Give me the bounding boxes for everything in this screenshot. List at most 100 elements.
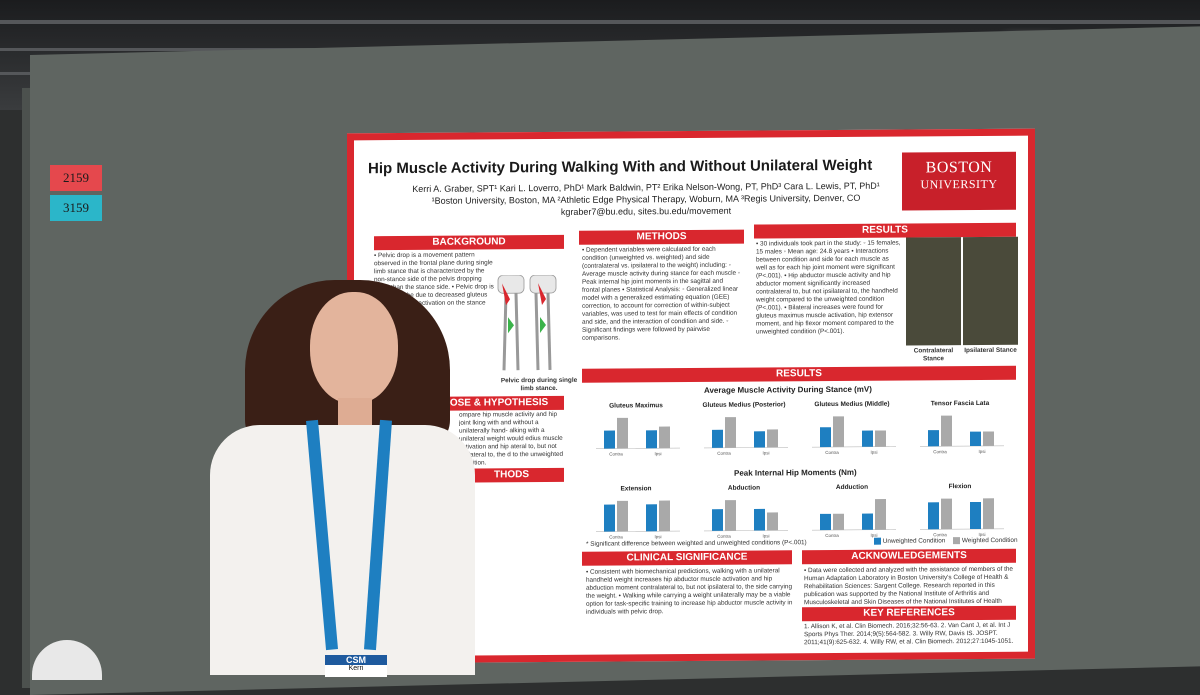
bar-chart-svg: Adduction Contra Ipsi — [812, 484, 896, 538]
chart-title: Flexion — [949, 483, 972, 490]
presenter-face — [310, 292, 398, 404]
figure-caption: Pelvic drop during single limb stance. — [500, 376, 578, 393]
clinical-text: • Consistent with biomechanical predicti… — [586, 567, 793, 616]
tick-label: Contra — [825, 450, 839, 455]
subject-photo-ipsilateral — [963, 236, 1018, 346]
bar-chart-svg: Tensor Fascia Lata Contra Ipsi — [920, 400, 1004, 454]
bar-chart: Flexion Contra Ipsi — [910, 481, 1010, 545]
chart-group-title: Peak Internal Hip Moments (Nm) — [734, 467, 857, 478]
bar-unweighted — [820, 513, 831, 531]
bar-weighted — [725, 417, 736, 448]
bar-weighted — [725, 500, 736, 531]
muscle-highlight — [538, 283, 546, 306]
pelvis-left — [497, 274, 525, 294]
presenter-shirt — [210, 425, 475, 675]
bar-weighted — [767, 512, 778, 531]
university-logo: BOSTON UNIVERSITY — [902, 151, 1016, 211]
tick-label: Ipsi — [654, 451, 661, 456]
bar-chart: Tensor Fascia Lata Contra Ipsi — [910, 398, 1010, 462]
bar-unweighted — [754, 508, 765, 531]
muscle-highlight — [508, 317, 514, 334]
bar-weighted — [941, 498, 952, 530]
tick-label: Contra — [609, 451, 623, 456]
bar-unweighted — [862, 430, 873, 447]
bar-weighted — [833, 416, 844, 448]
pelvis-right — [529, 274, 557, 294]
bar-weighted — [875, 499, 886, 530]
results-text: • 30 individuals took part in the study:… — [756, 239, 901, 336]
section-header-clinical: CLINICAL SIGNIFICANCE — [582, 550, 792, 566]
bar-chart-svg: Gluteus Medius (Middle) Contra Ipsi — [812, 401, 896, 455]
bar-weighted — [659, 426, 670, 449]
bar-weighted — [617, 500, 628, 532]
bar-weighted — [875, 430, 886, 447]
bar-unweighted — [928, 502, 939, 530]
photo-label: Contralateral Stance — [913, 347, 954, 363]
pelvis-figure — [497, 274, 557, 371]
bar-unweighted — [646, 504, 657, 532]
bar-chart-svg: Extension Contra Ipsi — [596, 485, 680, 540]
section-header-methods: METHODS — [579, 229, 744, 245]
tick-label: Ipsi — [762, 533, 769, 538]
chart-group-title: Average Muscle Activity During Stance (m… — [704, 384, 872, 395]
bar-chart: Gluteus Medius (Posterior) Contra Ipsi — [694, 399, 794, 463]
tick-label: Ipsi — [978, 449, 985, 454]
significance-note: * Significant difference between weighte… — [586, 539, 807, 548]
chart-title: Gluteus Maximus — [609, 402, 663, 409]
tick-label: Ipsi — [870, 450, 877, 455]
purpose-text: ompare hip muscle activity and hip joint… — [459, 410, 564, 467]
subject-photo-contralateral — [906, 237, 961, 346]
section-header-acknowledgements: ACKNOWLEDGEMENTS — [802, 548, 1016, 565]
logo-line: BOSTON — [925, 158, 993, 177]
chart-title: Tensor Fascia Lata — [931, 400, 990, 407]
bar-unweighted — [970, 431, 981, 447]
tibia-right — [546, 292, 552, 371]
bar-unweighted — [646, 430, 657, 449]
tick-label: Contra — [825, 533, 839, 538]
photo-label: Ipsilateral Stance — [964, 346, 1017, 355]
ceiling-truss — [0, 20, 1200, 24]
bar-unweighted — [928, 430, 939, 447]
section-header-references: KEY REFERENCES — [802, 605, 1016, 622]
section-header-background: BACKGROUND — [374, 234, 564, 251]
bar-unweighted — [604, 430, 615, 449]
tick-label: Ipsi — [870, 533, 877, 538]
bar-chart-svg: Gluteus Maximus Contra Ipsi — [596, 402, 680, 457]
bar-chart: Adduction Contra Ipsi — [802, 482, 902, 546]
bar-weighted — [659, 500, 670, 532]
legend-swatch-weighted — [953, 537, 961, 545]
bar-chart: Gluteus Maximus Contra Ipsi — [586, 400, 686, 464]
bar-chart-svg: Gluteus Medius (Posterior) Contra Ipsi — [702, 401, 788, 456]
femur-right — [534, 293, 540, 371]
muscle-highlight — [502, 283, 510, 306]
bar-unweighted — [970, 501, 981, 530]
tick-label: Ipsi — [654, 534, 661, 539]
poster-authors: Kerri A. Graber, SPT¹ Kari L. Loverro, P… — [376, 179, 916, 219]
logo-line: UNIVERSITY — [920, 176, 998, 192]
chart-title: Adduction — [836, 484, 868, 491]
chart-title: Gluteus Medius (Middle) — [814, 401, 889, 409]
tick-label: Contra — [933, 532, 947, 537]
chart-legend: Unweighted Condition Weighted Condition — [874, 537, 1018, 545]
bar-chart: Extension Contra Ipsi — [586, 483, 686, 547]
bar-unweighted — [862, 513, 873, 530]
bar-chart-svg: Flexion Contra Ipsi — [920, 483, 1004, 537]
board-number-tag: 3159 — [50, 195, 102, 221]
name-badge: CSM Kerri — [325, 655, 387, 677]
section-header-purpose: OSE & HYPOTHESIS — [434, 395, 564, 411]
bar-weighted — [941, 415, 952, 447]
chart-title: Gluteus Medius (Posterior) — [702, 401, 785, 409]
bar-unweighted — [820, 427, 831, 448]
bar-chart-svg: Abduction Contra Ipsi — [704, 485, 788, 539]
legend-label: Weighted Condition — [961, 536, 1018, 545]
chart-title: Abduction — [728, 485, 760, 492]
bar-weighted — [983, 431, 994, 446]
tick-label: Contra — [717, 451, 731, 456]
tick-label: Ipsi — [978, 532, 985, 537]
research-poster: Hip Muscle Activity During Walking With … — [347, 128, 1035, 664]
references-text: 1. Allison K, et al. Clin Biomech. 2016;… — [804, 621, 1014, 647]
tick-label: Contra — [717, 534, 731, 539]
methods-text: • Dependent variables were calculated fo… — [582, 245, 741, 342]
section-header-results-wide: RESULTS — [582, 365, 1016, 383]
legend-swatch-unweighted — [874, 537, 881, 545]
